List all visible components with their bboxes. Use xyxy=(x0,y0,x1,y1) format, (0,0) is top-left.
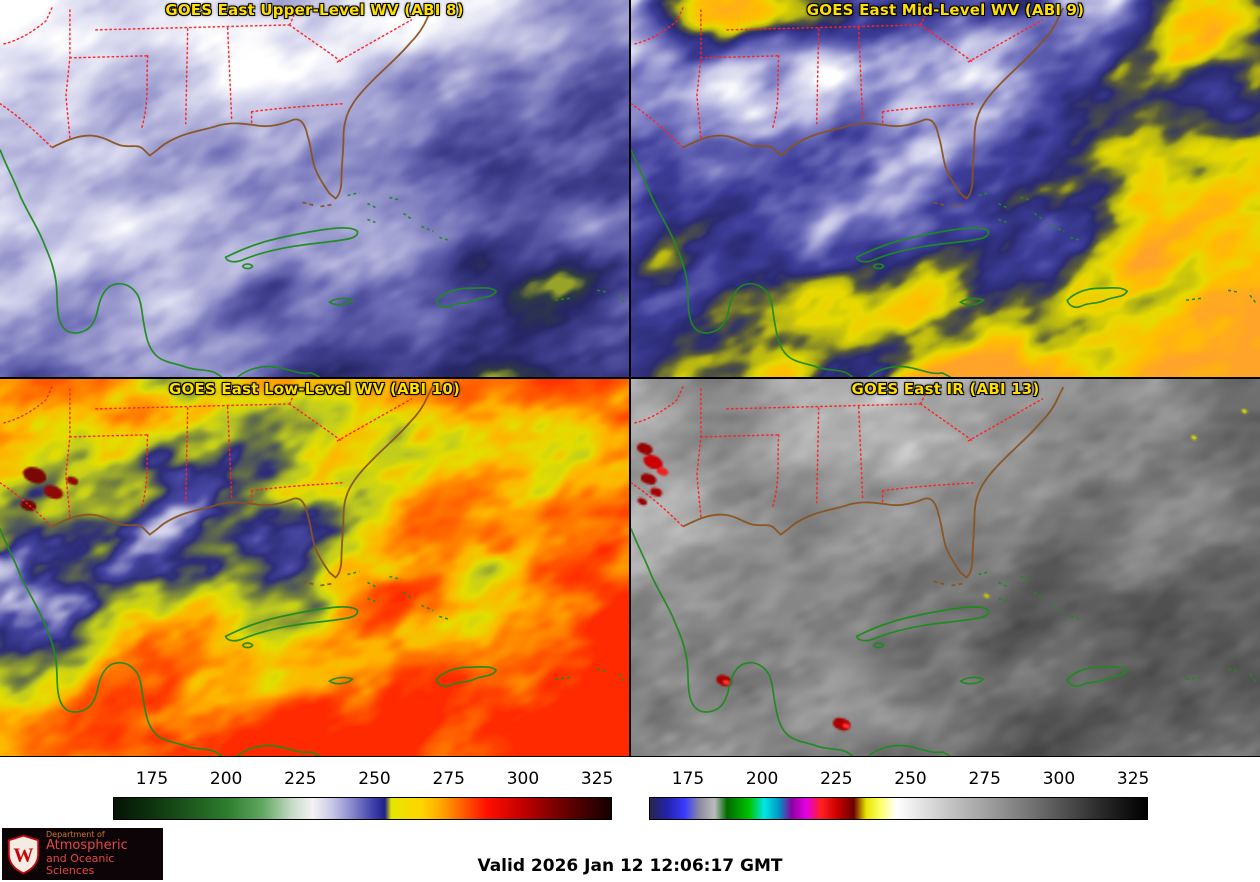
map-overlay xyxy=(0,386,626,756)
satellite-image-abi10 xyxy=(0,379,629,756)
colorbar-tick: 175 xyxy=(671,769,705,789)
map-overlay xyxy=(631,386,1257,756)
colorbar-tick: 200 xyxy=(209,769,243,789)
map-overlay xyxy=(0,7,626,377)
logo-dept-line: Department of xyxy=(46,829,105,839)
panel-mid-level-wv: GOES East Mid-Level WV (ABI 9) xyxy=(631,0,1260,377)
wv-colorbar-gradient xyxy=(113,797,612,820)
logo-text: Department of Atmospheric and Oceanic Sc… xyxy=(46,829,158,878)
colorbar-tick: 300 xyxy=(506,769,540,789)
colorbar-tick: 300 xyxy=(1042,769,1076,789)
panel-low-level-wv: GOES East Low-Level WV (ABI 10) xyxy=(0,379,629,756)
panel-title-abi9: GOES East Mid-Level WV (ABI 9) xyxy=(806,1,1085,19)
ir-colorbar-ticks: 175 200 225 250 275 300 325 xyxy=(649,769,1150,793)
panel-title-abi10: GOES East Low-Level WV (ABI 10) xyxy=(168,380,461,398)
satellite-image-abi13 xyxy=(631,379,1260,756)
colorbar-tick: 275 xyxy=(432,769,465,789)
satellite-image-abi8 xyxy=(0,0,629,377)
colorbar-tick: 325 xyxy=(1116,769,1150,789)
panel-ir: GOES East IR (ABI 13) xyxy=(631,379,1260,756)
wv-colorbar: 175 200 225 250 275 300 325 xyxy=(113,757,614,827)
colorbar-legend-row: 175 200 225 250 275 300 325 175 200 225 250 275 300… xyxy=(0,757,1260,827)
colorbar-tick: 200 xyxy=(745,769,779,789)
colorbar-tick: 250 xyxy=(358,769,391,789)
logo-atmospheric-line: Atmospheric xyxy=(46,838,128,854)
logo-oceanic-line: and Oceanic Sciences xyxy=(46,852,115,878)
ir-colorbar: 175 200 225 250 275 300 325 xyxy=(649,757,1150,827)
panel-grid: GOES East Upper-Level WV (ABI 8) GOES Ea… xyxy=(0,0,1260,757)
colorbar-tick: 325 xyxy=(580,769,614,789)
uw-aos-logo: W Department of Atmospheric and Oceanic … xyxy=(2,828,163,880)
colorbar-tick: 275 xyxy=(968,769,1001,789)
colorbar-tick: 175 xyxy=(135,769,169,789)
panel-upper-level-wv: GOES East Upper-Level WV (ABI 8) xyxy=(0,0,629,377)
colorbar-tick: 225 xyxy=(820,769,853,789)
crest-letter: W xyxy=(13,844,33,866)
colorbar-tick: 250 xyxy=(894,769,927,789)
ir-colorbar-gradient xyxy=(649,797,1148,820)
panel-title-abi13: GOES East IR (ABI 13) xyxy=(851,380,1040,398)
satellite-image-abi9 xyxy=(631,0,1260,377)
valid-time: Valid 2026 Jan 12 12:06:17 GMT xyxy=(477,856,783,876)
map-overlay xyxy=(631,7,1257,377)
colorbar-tick: 225 xyxy=(284,769,317,789)
panel-title-abi8: GOES East Upper-Level WV (ABI 8) xyxy=(165,1,464,19)
wv-colorbar-ticks: 175 200 225 250 275 300 325 xyxy=(113,769,614,793)
uw-crest-icon: W xyxy=(7,834,40,875)
